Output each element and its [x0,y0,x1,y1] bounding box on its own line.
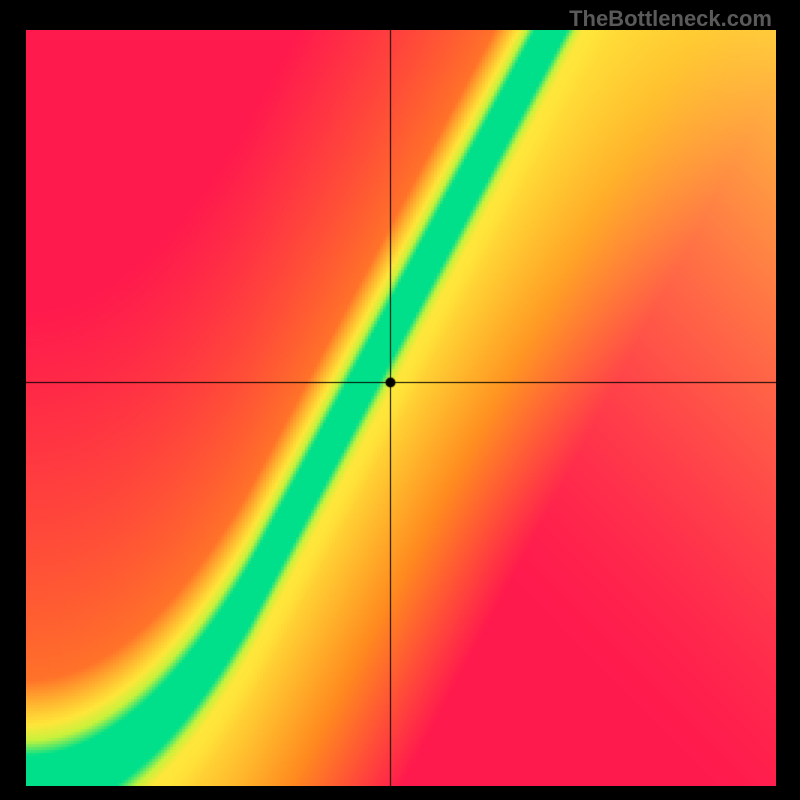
chart-container: TheBottleneck.com [0,0,800,800]
bottleneck-heatmap [26,30,776,786]
watermark-text: TheBottleneck.com [569,6,772,32]
